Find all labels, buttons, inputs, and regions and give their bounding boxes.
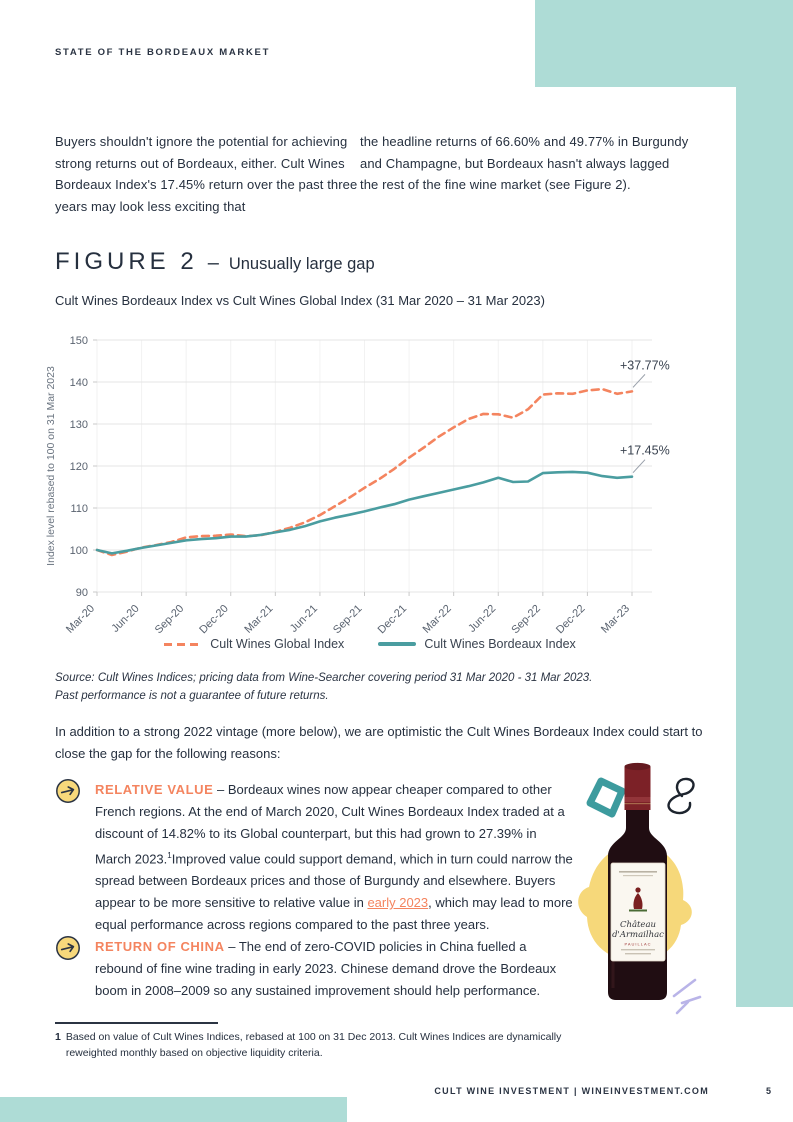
source-line-2: Past performance is not a guarantee of f… — [55, 689, 329, 702]
svg-text:PAUILLAC: PAUILLAC — [624, 942, 651, 947]
figure-source-note: Source: Cult Wines Indices; pricing data… — [55, 670, 675, 705]
chart-legend: Cult Wines Global Index Cult Wines Borde… — [40, 637, 700, 651]
svg-text:Dec-21: Dec-21 — [376, 603, 410, 637]
svg-text:120: 120 — [70, 461, 88, 473]
bullet1-text-part2: Improved value could support demand, whi… — [95, 851, 573, 911]
bullet-return-of-china-text: RETURN OF CHINA – The end of zero-COVID … — [95, 936, 575, 1002]
teal-bottom-decoration — [0, 1097, 347, 1122]
svg-text:150: 150 — [70, 335, 88, 347]
footer-page-number: 5 — [765, 1086, 771, 1096]
svg-text:Dec-22: Dec-22 — [554, 603, 588, 637]
footnote-reference: 1 — [167, 851, 172, 860]
bottle-label: Château d'Armailhac PAUILLAC — [610, 862, 666, 962]
bullet-relative-value: RELATIVE VALUE – Bordeaux wines now appe… — [55, 779, 575, 936]
svg-text:+17.45%: +17.45% — [620, 444, 670, 458]
svg-text:130: 130 — [70, 419, 88, 431]
legend-label-bordeaux: Cult Wines Bordeaux Index — [424, 637, 576, 651]
svg-text:Mar-21: Mar-21 — [242, 603, 275, 636]
svg-text:Mar-20: Mar-20 — [64, 603, 97, 636]
squiggle-icon — [667, 777, 695, 815]
svg-text:90: 90 — [76, 587, 88, 599]
svg-text:Sep-22: Sep-22 — [509, 603, 543, 637]
bordeaux-index-line-swatch — [378, 642, 417, 646]
bullet-return-of-china: RETURN OF CHINA – The end of zero-COVID … — [55, 936, 575, 1002]
figure-title: Unusually large gap — [228, 255, 375, 273]
svg-text:Index level rebased to 100 on: Index level rebased to 100 on 31 Mar 202… — [45, 366, 57, 566]
footnote-text: Based on value of Cult Wines Indices, re… — [65, 1031, 562, 1059]
intro-column-left: Buyers shouldn't ignore the potential fo… — [55, 134, 358, 214]
wine-bottle-illustration: Château d'Armailhac PAUILLAC — [560, 750, 780, 1030]
svg-text:Sep-21: Sep-21 — [331, 603, 365, 637]
bullet1-text-part1: – Bordeaux wines now appear cheaper comp… — [95, 782, 565, 867]
early-2023-link[interactable]: early 2023 — [367, 895, 429, 911]
legend-item-bordeaux: Cult Wines Bordeaux Index — [378, 637, 576, 651]
svg-text:Mar-22: Mar-22 — [421, 603, 454, 636]
figure2-chart: 90 100 110 120 130 140 150 Mar-20 Jun-20 Sep-20 De… — [45, 335, 670, 637]
svg-text:Jun-20: Jun-20 — [109, 603, 141, 635]
footnote-marker: 1 — [55, 1031, 61, 1043]
svg-text:Dec-20: Dec-20 — [197, 603, 231, 637]
footer-brand: CULT WINE INVESTMENT | WINEINVESTMENT.CO… — [434, 1086, 709, 1096]
bullet1-text-part3: , which may lead to more equal performan… — [95, 895, 573, 933]
lavender-burst-icon — [672, 978, 702, 1015]
figure-heading: FIGURE 2 – Unusually large gap — [55, 248, 375, 276]
global-index-line-swatch — [164, 642, 203, 646]
figure-separator: – — [207, 252, 219, 274]
svg-text:+37.77%: +37.77% — [620, 358, 670, 372]
svg-text:Jun-22: Jun-22 — [466, 603, 498, 635]
teal-diamond-icon — [586, 777, 626, 818]
source-line-1: Source: Cult Wines Indices; pricing data… — [55, 672, 593, 684]
figure-subtitle: Cult Wines Bordeaux Index vs Cult Wines … — [55, 293, 545, 308]
svg-text:Mar-23: Mar-23 — [599, 603, 632, 636]
figure2-chart-container: 90 100 110 120 130 140 150 Mar-20 Jun-20 Sep-20 De… — [40, 332, 740, 637]
bullet-relative-value-text: RELATIVE VALUE – Bordeaux wines now appe… — [95, 779, 575, 936]
svg-text:Sep-20: Sep-20 — [153, 603, 187, 637]
svg-text:140: 140 — [70, 377, 88, 389]
bullet-heading-return-of-china: RETURN OF CHINA — [95, 939, 225, 954]
arrow-circle-icon — [56, 936, 80, 960]
svg-text:100: 100 — [70, 545, 88, 557]
footnote: 1 Based on value of Cult Wines Indices, … — [55, 1029, 595, 1061]
teal-side-bar-decoration — [736, 0, 793, 1007]
figure-label: FIGURE 2 — [55, 248, 198, 275]
page-kicker: STATE OF THE BORDEAUX MARKET — [55, 47, 271, 58]
lead-paragraph: In addition to a strong 2022 vintage (mo… — [55, 724, 703, 761]
svg-text:d'Armailhac: d'Armailhac — [612, 930, 664, 940]
bullet2-text-part1: – The end of zero-COVID policies in Chin… — [95, 939, 557, 998]
intro-column-right: the headline returns of 66.60% and 49.77… — [360, 134, 689, 192]
footnote-divider — [55, 1022, 218, 1024]
legend-item-global: Cult Wines Global Index — [164, 637, 344, 651]
arrow-circle-icon — [56, 779, 80, 803]
svg-text:Jun-21: Jun-21 — [288, 603, 320, 635]
svg-text:Château: Château — [620, 919, 656, 930]
svg-text:110: 110 — [70, 503, 88, 515]
legend-label-global: Cult Wines Global Index — [210, 637, 345, 651]
bullet-heading-relative-value: RELATIVE VALUE — [95, 782, 214, 797]
